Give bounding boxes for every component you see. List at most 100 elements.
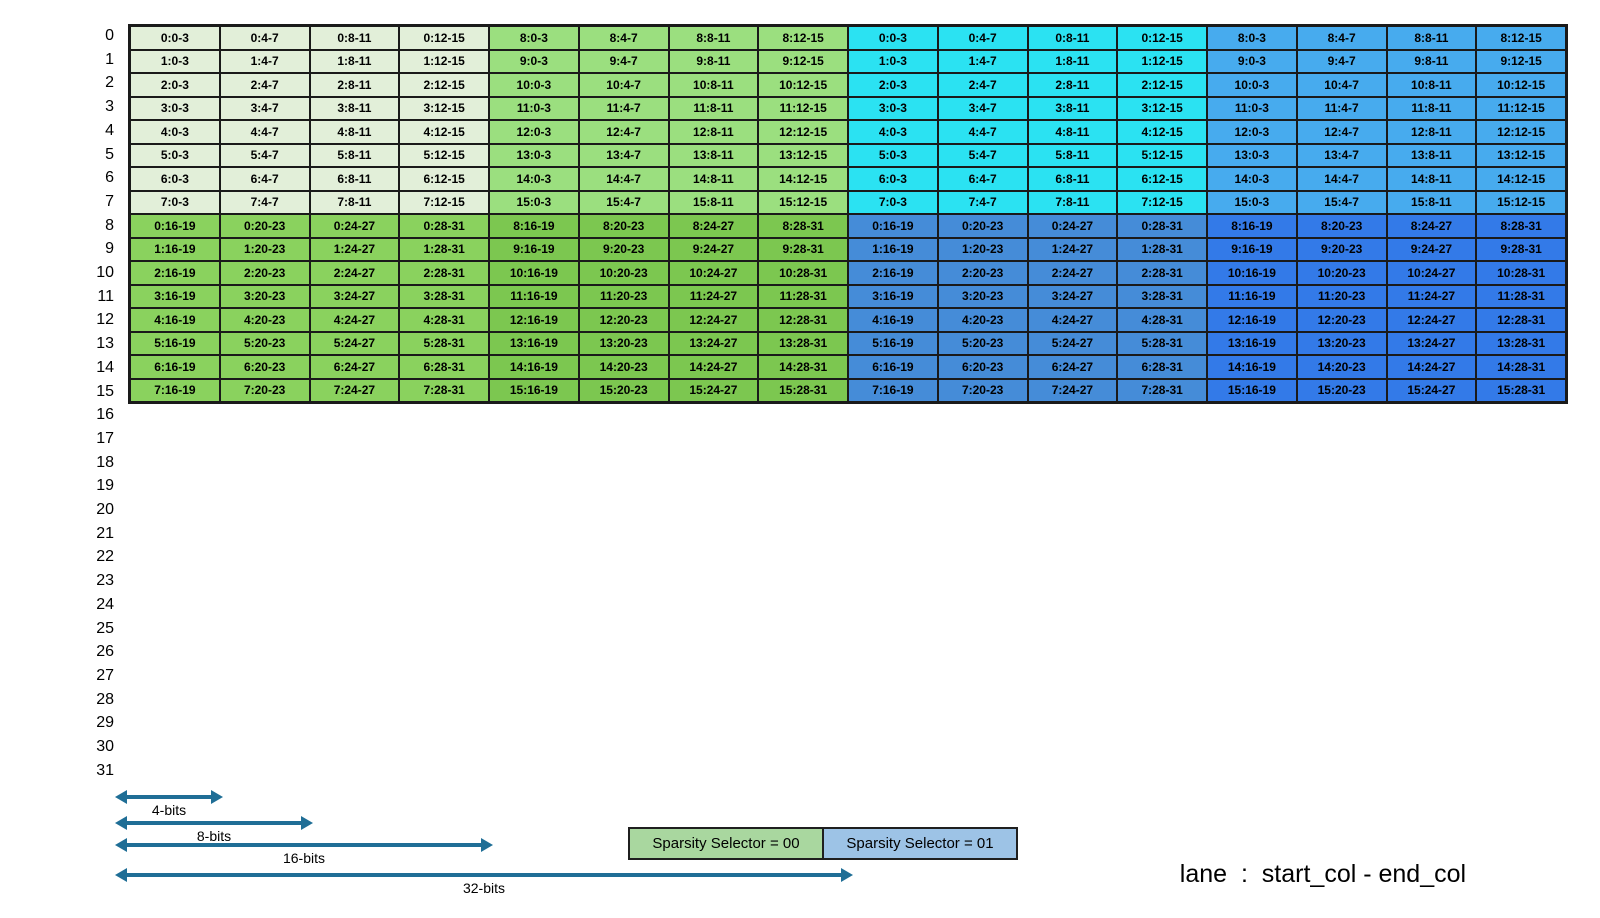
grid-cell: 10:8-11 — [1386, 73, 1477, 97]
row-label: 24 — [96, 595, 114, 613]
grid-cell: 10:20-23 — [1296, 261, 1387, 285]
grid-cell: 1:24-27 — [1027, 237, 1118, 261]
row-label: 1 — [105, 50, 114, 68]
grid-cell: 2:8-11 — [1027, 73, 1118, 97]
grid-cell: 15:0-3 — [1207, 190, 1297, 214]
row-label: 14 — [96, 358, 114, 376]
grid-cell: 10:24-27 — [668, 261, 759, 285]
grid-cell: 4:24-27 — [1027, 308, 1118, 332]
grid-cell: 3:12-15 — [1117, 96, 1207, 120]
grid-cell: 6:20-23 — [937, 355, 1028, 379]
grid-cell: 8:0-3 — [489, 26, 579, 50]
grid-cell: 4:8-11 — [309, 120, 400, 144]
grid-cell: 6:0-3 — [848, 167, 938, 191]
grid-cell: 8:24-27 — [668, 214, 759, 238]
grid-cell: 11:8-11 — [1386, 96, 1477, 120]
grid-cell: 14:28-31 — [758, 355, 848, 379]
grid-cell: 3:0-3 — [848, 96, 938, 120]
grid-cell: 12:4-7 — [578, 120, 669, 144]
grid-cell: 6:20-23 — [219, 355, 310, 379]
grid-cell: 10:24-27 — [1386, 261, 1477, 285]
grid-cell: 10:20-23 — [578, 261, 669, 285]
grid-cell: 0:16-19 — [848, 214, 938, 238]
grid-cell: 0:12-15 — [1117, 26, 1207, 50]
grid-cell: 2:0-3 — [848, 73, 938, 97]
grid-cell: 8:28-31 — [1476, 214, 1566, 238]
grid-cell: 9:20-23 — [1296, 237, 1387, 261]
grid-cell: 0:16-19 — [130, 214, 220, 238]
grid-cell: 14:24-27 — [668, 355, 759, 379]
grid-cell: 2:16-19 — [848, 261, 938, 285]
legend-sparsity-01-label: Sparsity Selector = 01 — [846, 835, 994, 852]
grid-cell: 15:12-15 — [758, 190, 848, 214]
grid-cell: 15:4-7 — [578, 190, 669, 214]
grid-cell: 10:16-19 — [1207, 261, 1297, 285]
grid-cell: 1:0-3 — [130, 49, 220, 73]
grid-cell: 13:12-15 — [758, 143, 848, 167]
grid-cell: 2:12-15 — [1117, 73, 1207, 97]
grid-cell: 11:4-7 — [1296, 96, 1387, 120]
grid-cell: 4:0-3 — [848, 120, 938, 144]
grid-cell: 5:24-27 — [1027, 331, 1118, 355]
grid-cell: 8:28-31 — [758, 214, 848, 238]
grid-cell: 1:20-23 — [937, 237, 1028, 261]
grid-cell: 3:24-27 — [1027, 284, 1118, 308]
grid-cell: 5:8-11 — [309, 143, 400, 167]
grid-cell: 3:12-15 — [399, 96, 489, 120]
grid-cell: 8:20-23 — [1296, 214, 1387, 238]
grid-cell: 5:8-11 — [1027, 143, 1118, 167]
grid-cell: 3:24-27 — [309, 284, 400, 308]
grid-cell: 5:28-31 — [1117, 331, 1207, 355]
grid-cell: 2:28-31 — [1117, 261, 1207, 285]
legend-sparsity-00: Sparsity Selector = 00 — [628, 827, 823, 860]
grid-cell: 15:28-31 — [1476, 378, 1566, 402]
row-label: 18 — [96, 453, 114, 471]
grid-cell: 12:4-7 — [1296, 120, 1387, 144]
grid-cell: 12:20-23 — [578, 308, 669, 332]
grid-cell: 14:0-3 — [489, 167, 579, 191]
grid-cell: 5:20-23 — [937, 331, 1028, 355]
grid-cell: 11:28-31 — [1476, 284, 1566, 308]
grid-cell: 11:28-31 — [758, 284, 848, 308]
grid-cell: 9:24-27 — [668, 237, 759, 261]
grid-cell: 1:28-31 — [1117, 237, 1207, 261]
grid-cell: 13:20-23 — [578, 331, 669, 355]
legend-sparsity-01: Sparsity Selector = 01 — [823, 827, 1018, 860]
grid-cell: 0:28-31 — [399, 214, 489, 238]
grid-cell: 14:16-19 — [489, 355, 579, 379]
grid-cell: 15:20-23 — [1296, 378, 1387, 402]
grid-cell: 11:0-3 — [489, 96, 579, 120]
grid-cell: 13:28-31 — [1476, 331, 1566, 355]
grid-cell: 13:8-11 — [668, 143, 759, 167]
grid-cell: 13:12-15 — [1476, 143, 1566, 167]
grid-cell: 7:8-11 — [1027, 190, 1118, 214]
grid-cell: 0:4-7 — [937, 26, 1028, 50]
row-label: 3 — [105, 98, 114, 116]
grid-cell: 12:8-11 — [1386, 120, 1477, 144]
grid-cell: 9:8-11 — [668, 49, 759, 73]
grid-cell: 4:28-31 — [399, 308, 489, 332]
grid-cell: 4:16-19 — [130, 308, 220, 332]
double-arrow-16-bits — [126, 843, 482, 847]
row-label: 5 — [105, 145, 114, 163]
row-label: 25 — [96, 619, 114, 637]
row-label: 16 — [96, 406, 114, 424]
grid-cell: 1:8-11 — [1027, 49, 1118, 73]
bit-width-label: 16-bits — [282, 850, 326, 866]
grid-cell: 12:28-31 — [758, 308, 848, 332]
grid-cell: 4:20-23 — [219, 308, 310, 332]
grid-cell: 6:8-11 — [1027, 167, 1118, 191]
grid-cell: 2:20-23 — [937, 261, 1028, 285]
grid-cell: 15:20-23 — [578, 378, 669, 402]
grid-cell: 11:24-27 — [1386, 284, 1477, 308]
grid-cell: 15:0-3 — [489, 190, 579, 214]
grid-cell: 11:12-15 — [758, 96, 848, 120]
row-label: 30 — [96, 738, 114, 755]
grid-cell: 14:16-19 — [1207, 355, 1297, 379]
grid-cell: 4:4-7 — [937, 120, 1028, 144]
grid-cell: 6:24-27 — [309, 355, 400, 379]
grid-cell: 2:0-3 — [130, 73, 220, 97]
grid-cell: 1:16-19 — [130, 237, 220, 261]
grid-cell: 9:0-3 — [489, 49, 579, 73]
grid-cell: 8:8-11 — [668, 26, 759, 50]
